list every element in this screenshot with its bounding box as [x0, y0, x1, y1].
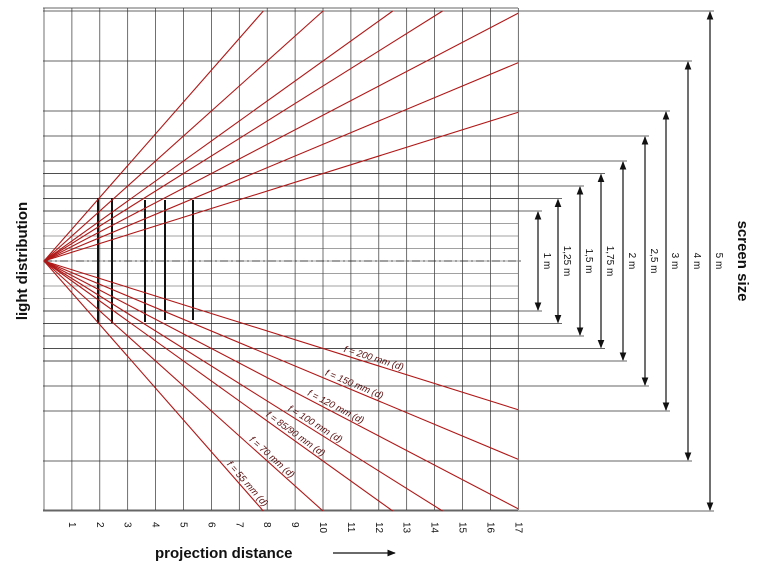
distance-tick-label: 6	[205, 522, 216, 528]
light-ray	[43, 260, 443, 512]
bottom-label: projection distance	[155, 545, 293, 562]
light-ray	[43, 260, 519, 510]
light-ray	[43, 260, 519, 460]
distance-tick-label: 5	[178, 522, 189, 528]
light-ray	[43, 10, 443, 262]
screen-size-label: 1,5 m	[583, 248, 594, 273]
light-ray	[43, 12, 519, 262]
light-ray	[43, 10, 394, 262]
distance-tick-label: 3	[122, 522, 133, 528]
distance-tick-label: 15	[457, 522, 468, 534]
left-label: light distribution	[14, 202, 31, 320]
distance-tick-label: 14	[429, 522, 440, 534]
distance-tick-label: 9	[289, 522, 300, 528]
distance-tick-label: 1	[66, 522, 77, 528]
distance-tick-label: 10	[317, 522, 328, 534]
screen-size-label: 1 m	[541, 253, 552, 270]
light-ray	[43, 260, 394, 512]
screen-size-label: 2 m	[626, 253, 637, 270]
light-rays	[43, 10, 519, 512]
screen-size-label: 5 m	[713, 253, 724, 270]
light-ray	[43, 111, 519, 262]
light-ray	[43, 260, 519, 411]
screen-size-label: 4 m	[691, 253, 702, 270]
screen-size-arrows	[534, 11, 714, 511]
light-ray	[43, 260, 264, 512]
screen-size-label: 1,25 m	[561, 246, 572, 277]
light-ray	[43, 62, 519, 262]
distance-tick-label: 7	[233, 522, 244, 528]
distance-tick-label: 2	[94, 522, 105, 528]
distance-tick-label: 16	[484, 522, 495, 534]
distance-tick-label: 11	[345, 522, 356, 533]
distance-tick-label: 13	[401, 522, 412, 534]
light-ray	[43, 260, 324, 512]
light-ray	[43, 10, 324, 262]
distance-tick-label: 17	[512, 522, 523, 534]
screen-size-label: 2,5 m	[648, 248, 659, 273]
grid	[43, 7, 714, 512]
screen-size-label: 1,75 m	[604, 246, 615, 277]
screen-size-label: 3 m	[669, 253, 680, 270]
light-ray	[43, 10, 264, 262]
distance-tick-label: 4	[150, 522, 161, 528]
distance-tick-label: 8	[261, 522, 272, 528]
right-label: screen size	[734, 221, 751, 302]
distance-tick-label: 12	[373, 522, 384, 534]
